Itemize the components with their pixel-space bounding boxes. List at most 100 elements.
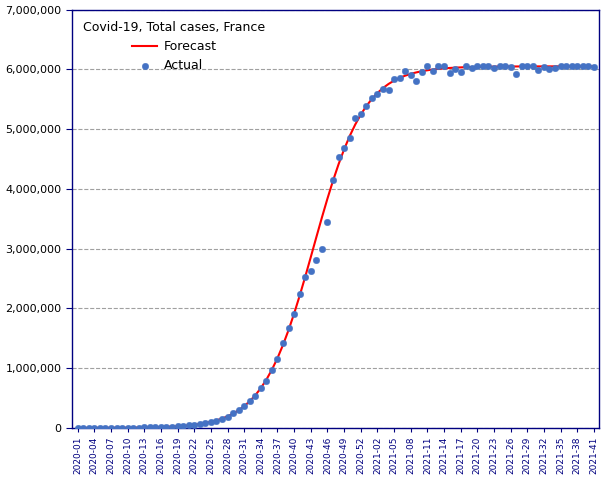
Actual <box>278 339 288 347</box>
Actual <box>473 62 482 70</box>
Actual <box>84 424 94 432</box>
Actual <box>583 62 593 70</box>
Actual <box>417 68 427 75</box>
Actual <box>422 62 432 70</box>
Actual <box>528 62 538 70</box>
Forecast <box>74 425 81 431</box>
Actual <box>250 392 260 400</box>
Forecast <box>208 419 215 425</box>
Actual <box>373 90 382 97</box>
Actual <box>128 424 138 432</box>
Actual <box>172 422 182 430</box>
Legend: Forecast, Actual: Forecast, Actual <box>78 16 270 77</box>
Actual <box>295 290 304 298</box>
Actual <box>240 403 249 410</box>
Actual <box>589 63 599 71</box>
Actual <box>367 94 377 102</box>
Forecast <box>163 424 170 430</box>
Actual <box>539 63 549 71</box>
Actual <box>561 62 571 70</box>
Forecast <box>274 355 281 361</box>
Actual <box>544 65 554 73</box>
Actual <box>450 65 460 73</box>
Actual <box>434 62 443 70</box>
Actual <box>511 71 521 78</box>
Actual <box>406 72 416 79</box>
Actual <box>200 419 210 427</box>
Actual <box>489 64 499 72</box>
Actual <box>151 423 160 431</box>
Actual <box>411 77 421 84</box>
Forecast <box>590 63 598 69</box>
Actual <box>534 67 543 74</box>
Actual <box>217 415 227 422</box>
Actual <box>389 75 399 83</box>
Actual <box>139 424 149 432</box>
Actual <box>156 423 166 431</box>
Actual <box>245 397 255 405</box>
Actual <box>378 85 388 93</box>
Actual <box>234 407 243 414</box>
Actual <box>95 424 105 432</box>
Forecast <box>290 311 298 316</box>
Actual <box>445 69 454 76</box>
Actual <box>395 74 405 82</box>
Actual <box>195 420 204 428</box>
Actual <box>117 424 127 432</box>
Actual <box>306 267 316 275</box>
Actual <box>212 417 221 424</box>
Actual <box>506 63 515 71</box>
Forecast <box>463 64 470 70</box>
Actual <box>334 153 344 161</box>
Actual <box>517 62 526 70</box>
Actual <box>317 245 327 253</box>
Actual <box>439 62 449 70</box>
Actual <box>267 366 276 374</box>
Actual <box>223 413 232 420</box>
Actual <box>312 256 321 264</box>
Actual <box>495 62 505 70</box>
Actual <box>339 144 349 152</box>
Actual <box>184 421 194 429</box>
Actual <box>572 62 582 70</box>
Actual <box>428 67 438 75</box>
Actual <box>567 62 577 70</box>
Actual <box>289 310 299 318</box>
Actual <box>100 424 110 432</box>
Actual <box>189 421 199 429</box>
Line: Forecast: Forecast <box>77 66 594 428</box>
Actual <box>90 424 99 432</box>
Actual <box>328 176 338 183</box>
Actual <box>556 62 566 70</box>
Actual <box>356 110 365 118</box>
Actual <box>523 62 532 70</box>
Actual <box>73 424 82 432</box>
Actual <box>456 69 465 76</box>
Actual <box>578 62 587 70</box>
Actual <box>273 355 283 363</box>
Actual <box>106 424 116 432</box>
Actual <box>145 423 155 431</box>
Actual <box>483 62 493 70</box>
Actual <box>384 86 393 94</box>
Actual <box>228 409 238 417</box>
Actual <box>301 273 310 281</box>
Actual <box>462 62 471 70</box>
Actual <box>134 424 143 432</box>
Actual <box>123 424 132 432</box>
Actual <box>167 423 177 431</box>
Actual <box>350 114 360 121</box>
Actual <box>467 64 477 72</box>
Actual <box>79 424 88 432</box>
Actual <box>322 218 332 226</box>
Actual <box>261 377 271 384</box>
Actual <box>500 62 510 70</box>
Actual <box>478 62 488 70</box>
Forecast <box>385 81 392 87</box>
Actual <box>206 418 216 426</box>
Actual <box>284 324 293 332</box>
Actual <box>361 102 371 109</box>
Actual <box>401 67 410 74</box>
Actual <box>178 422 188 430</box>
Actual <box>112 424 122 432</box>
